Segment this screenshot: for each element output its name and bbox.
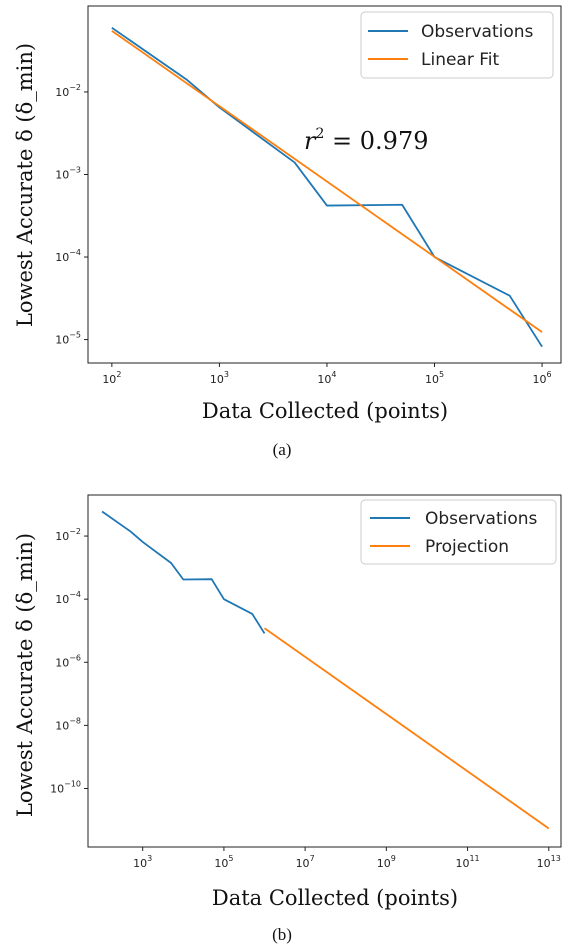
legend-label-projection: Projection <box>425 537 509 557</box>
y-ticks-b: 10−2 10−4 10−6 10−8 10−10 <box>50 527 88 795</box>
y-ticks-a: 10−2 10−3 10−4 10−5 <box>55 83 88 347</box>
x-ticks-a: 102 103 104 105 106 <box>102 363 552 386</box>
y-tick-label: 10−10 <box>50 779 81 795</box>
x-tick-label: 1013 <box>537 854 561 870</box>
x-tick-label: 105 <box>214 854 233 870</box>
series-a <box>111 26 543 348</box>
legend-label-observations: Observations <box>421 22 534 42</box>
legend-b: Observations Projection <box>360 499 557 565</box>
y-tick-label: 10−2 <box>55 83 81 99</box>
x-tick-label: 105 <box>425 370 444 386</box>
plot-frame-b <box>87 494 562 848</box>
chart-b: 103 105 107 109 1011 1013 10−210−410−610−810−… <box>13 494 562 944</box>
y-tick-label: 10−2 <box>55 527 81 543</box>
series-line-observations <box>101 510 266 634</box>
series-b <box>101 510 550 830</box>
x-tick-label: 1011 <box>455 854 479 870</box>
x-tick-label: 103 <box>133 854 152 870</box>
y-tick-label: 10−8 <box>55 716 81 732</box>
x-tick-label: 102 <box>102 370 121 386</box>
x-tick-label: 106 <box>533 370 552 386</box>
legend-a: Observations Linear Fit <box>360 11 554 79</box>
x-ticks-b: 103 105 107 109 1011 1013 <box>133 847 561 870</box>
y-tick-label: 10−4 <box>55 248 81 264</box>
y-tick-label: 10−3 <box>55 165 81 181</box>
chart-a: 102 103 104 105 106 10−2 10−3 10−4 10−5 Observa… <box>13 5 562 459</box>
x-axis-label-b: Data Collected (points) <box>212 886 458 910</box>
series-line-linear-fit <box>111 30 543 333</box>
caption-b: (b) <box>272 925 292 944</box>
legend-label-observations: Observations <box>425 509 538 529</box>
x-tick-label: 104 <box>317 370 336 386</box>
y-tick-label: 10−4 <box>55 590 81 606</box>
y-axis-label-b: Lowest Accurate δ (δ_min) <box>13 533 37 817</box>
y-axis-label-a: Lowest Accurate δ (δ_min) <box>13 43 37 327</box>
x-axis-label-a: Data Collected (points) <box>202 399 448 423</box>
x-tick-label: 103 <box>210 370 229 386</box>
series-line-projection <box>264 627 550 830</box>
x-tick-label: 109 <box>377 854 396 870</box>
x-tick-label: 107 <box>296 854 315 870</box>
legend-box-b <box>360 499 557 565</box>
series-line-observations <box>111 26 543 348</box>
legend-box-a <box>360 11 554 79</box>
r-squared-annotation: r2 = 0.979 <box>304 126 428 155</box>
caption-a: (a) <box>273 440 292 459</box>
legend-label-linear-fit: Linear Fit <box>421 50 500 70</box>
y-tick-label: 10−6 <box>55 653 81 669</box>
plot-frame-a <box>87 5 562 364</box>
y-tick-label: 10−5 <box>55 331 81 347</box>
